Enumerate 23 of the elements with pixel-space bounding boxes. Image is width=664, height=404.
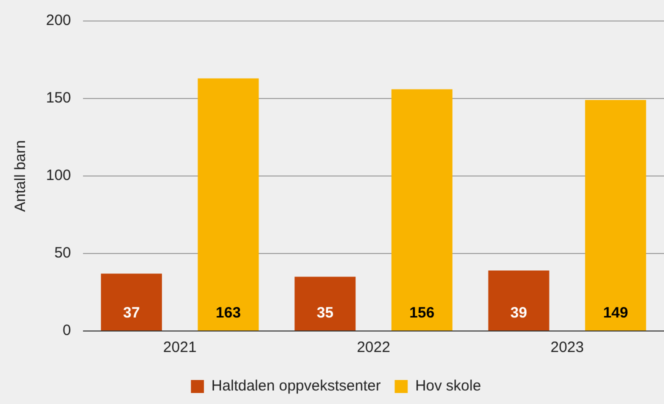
y-tick-label: 0 [62, 322, 72, 340]
bar [391, 89, 452, 330]
bar [198, 78, 259, 330]
data-label: 149 [603, 304, 628, 322]
data-label: 39 [510, 304, 528, 322]
legend-label: Hov skole [415, 378, 482, 395]
x-tick-label: 2023 [550, 339, 584, 356]
legend-label: Haltdalen oppvekstsenter [211, 378, 381, 395]
y-tick-label: 150 [46, 90, 72, 107]
y-axis-title: Antall barn [12, 140, 30, 212]
y-tick-label: 200 [46, 12, 72, 30]
bar [294, 276, 356, 330]
x-tick-label: 2021 [163, 339, 197, 356]
bar [488, 270, 550, 330]
data-label: 163 [216, 304, 241, 322]
y-tick-label: 100 [46, 167, 72, 184]
y-tick-label: 50 [54, 244, 72, 262]
data-label: 37 [123, 304, 140, 322]
bar [100, 274, 162, 330]
data-label: 156 [409, 304, 434, 322]
data-label: 35 [316, 304, 334, 322]
bar [585, 100, 646, 330]
x-tick-label: 2022 [356, 339, 390, 356]
